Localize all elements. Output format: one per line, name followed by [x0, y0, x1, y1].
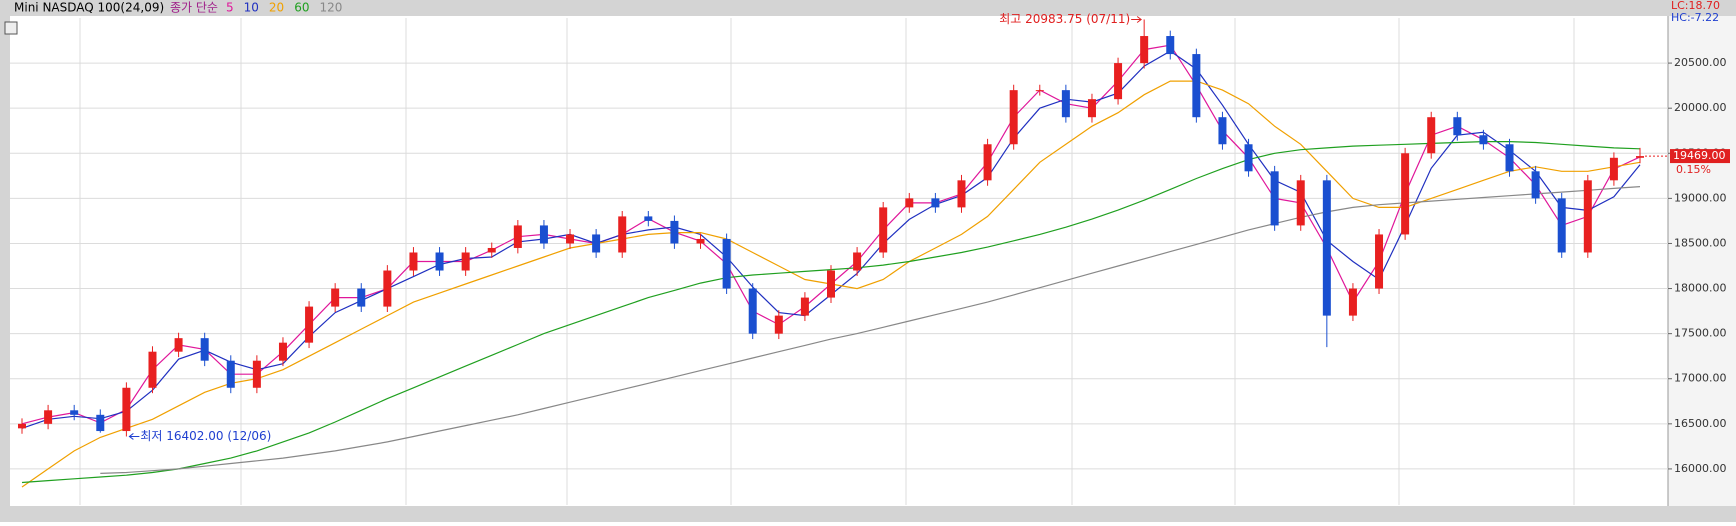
menu-icon[interactable]: [4, 21, 18, 35]
candle-body: [1375, 234, 1384, 289]
candle-body: [800, 297, 809, 316]
header-bar: [0, 0, 1736, 16]
candle-body: [1270, 171, 1279, 226]
candle-body: [1427, 117, 1436, 154]
candle-body: [1140, 36, 1149, 64]
candle-body: [722, 238, 731, 289]
candle-body: [983, 144, 992, 181]
y-tick-label: 17000.00: [1674, 372, 1727, 385]
y-tick-label: 19000.00: [1674, 191, 1727, 204]
candle-body: [1009, 90, 1018, 145]
candle-body: [96, 414, 105, 432]
candle-body: [1166, 36, 1175, 55]
last-price-label: 19469.00: [1673, 149, 1726, 162]
y-tick-label: 18000.00: [1674, 282, 1727, 295]
candle-body: [879, 207, 888, 253]
high-annotation: 최고 20983.75 (07/11): [999, 12, 1130, 26]
footer-bar: [0, 506, 1736, 522]
candle-body: [670, 220, 679, 244]
candle-body: [44, 410, 53, 424]
candle-body: [435, 252, 444, 271]
candle-body: [278, 342, 287, 361]
y-tick-label: 17500.00: [1674, 327, 1727, 340]
legend-entry: 5: [226, 1, 234, 15]
candle-body: [513, 225, 522, 248]
legend-entry: 120: [319, 1, 342, 15]
candle-body: [644, 216, 653, 221]
candle-body: [618, 216, 627, 253]
candle-body: [1114, 63, 1123, 100]
candle-body: [461, 252, 470, 271]
candle-body: [1218, 117, 1227, 145]
y-tick-label: 20500.00: [1674, 56, 1727, 69]
candle-body: [1322, 180, 1331, 316]
candle-body: [566, 234, 575, 244]
candle-body: [487, 247, 496, 253]
candle-body: [226, 360, 235, 388]
y-tick-label: 16000.00: [1674, 462, 1727, 475]
candle-body: [1636, 156, 1644, 158]
candle-body: [957, 180, 966, 208]
legend-entry: 60: [294, 1, 309, 15]
candle-body: [931, 198, 940, 208]
candle-body: [1453, 117, 1462, 136]
candle-body: [1192, 54, 1201, 118]
candle-body: [1244, 144, 1253, 172]
candle-body: [1087, 99, 1096, 118]
candle-body: [905, 198, 914, 208]
candle-body: [539, 225, 548, 244]
y-tick-label: 20000.00: [1674, 101, 1727, 114]
candle-body: [70, 410, 79, 415]
candle-body: [305, 306, 314, 343]
candle-body: [774, 315, 783, 334]
candle-body: [1035, 90, 1044, 92]
candle-body: [1401, 153, 1410, 235]
candle-body: [252, 360, 261, 388]
candle-body: [592, 234, 601, 253]
ma-line: [100, 186, 1641, 474]
candle-body: [409, 252, 418, 271]
candle-body: [200, 338, 209, 361]
left-edge: [0, 16, 10, 506]
candle-body: [174, 338, 183, 352]
candle-body: [1479, 135, 1488, 145]
candle-body: [122, 387, 131, 432]
y-tick-label: 16500.00: [1674, 417, 1727, 430]
legend-entry: 10: [244, 1, 259, 15]
candle-body: [748, 288, 757, 334]
candle-body: [18, 423, 26, 429]
candle-body: [1531, 171, 1540, 199]
lc-label: LC:18.70: [1671, 0, 1720, 12]
chart-title: Mini NASDAQ 100(24,09): [14, 1, 164, 15]
candle-body: [1348, 288, 1357, 316]
low-arrow: [128, 433, 140, 440]
candle-body: [1557, 198, 1566, 253]
candle-body: [1296, 180, 1305, 226]
candle-body: [357, 288, 366, 307]
legend-entry: 20: [269, 1, 284, 15]
candle-body: [148, 351, 157, 388]
price-axis-area: [1668, 16, 1736, 506]
candle-body: [383, 270, 392, 307]
candle-body: [1505, 144, 1514, 172]
candle-body: [696, 238, 705, 244]
ma-label: 종가 단순: [170, 1, 218, 15]
last-price-box: [1670, 149, 1730, 164]
low-annotation: 최저 16402.00 (12/06): [140, 429, 271, 443]
candle-body: [1061, 90, 1070, 118]
high-arrow: [1131, 16, 1142, 23]
y-tick-label: 18500.00: [1674, 236, 1727, 249]
candle-body: [331, 288, 340, 307]
hc-label: HC:-7.22: [1671, 11, 1719, 24]
candle-body: [1609, 157, 1618, 181]
change-label: 0.15%: [1676, 163, 1711, 176]
candle-body: [853, 252, 862, 271]
candle-body: [1583, 180, 1592, 253]
candle-body: [827, 270, 835, 298]
